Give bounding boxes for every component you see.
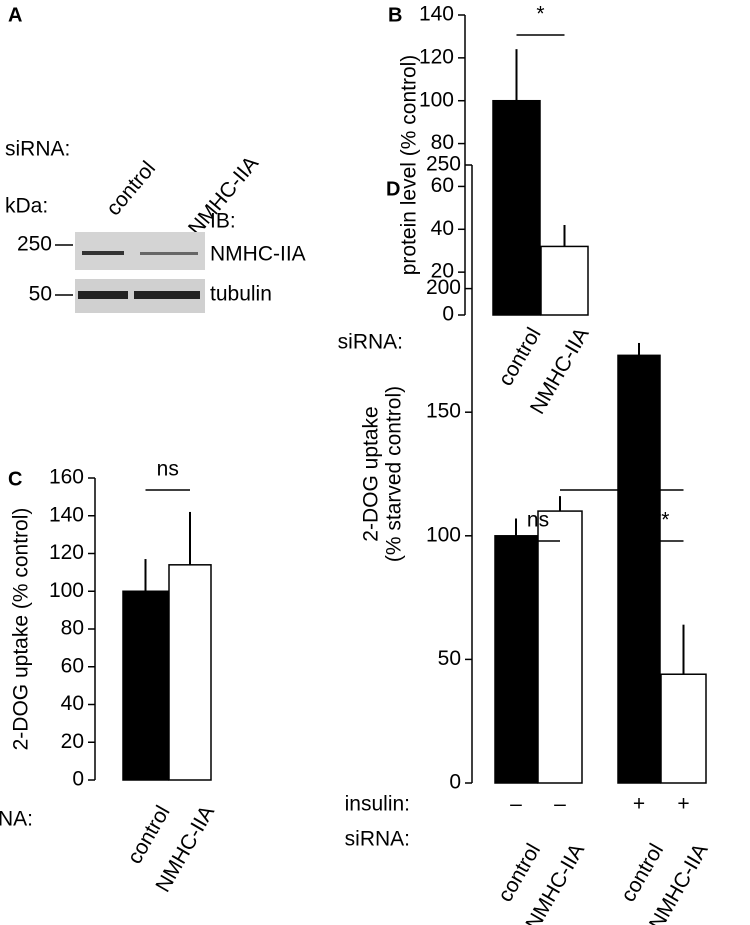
row-label: siRNA: [345,828,410,851]
y-tick-label: 60 [431,174,454,197]
kda-marker: 250 [17,233,52,256]
y-tick-label: 160 [49,466,84,489]
band-name: NMHC-IIA [210,243,306,266]
bar [168,564,212,781]
row-value: + [633,793,645,816]
y-tick-label: 200 [426,276,461,299]
significance-label: * [618,458,626,481]
row-value: – [554,793,566,816]
band [140,252,198,255]
y-tick-label: 40 [431,217,454,240]
y-tick-label: 50 [438,647,461,670]
kda-label: kDa: [5,195,48,218]
row-label: siRNA: [0,808,33,831]
bar [494,535,538,784]
band [134,291,200,299]
ib-label: IB: [210,210,236,233]
y-tick-label: 140 [49,503,84,526]
band [82,251,124,255]
bar [492,99,541,316]
row-value: + [677,793,689,816]
y-tick-label: 80 [431,131,454,154]
y-tick-label: 140 [419,3,454,26]
bar [617,354,661,784]
y-tick-label: 250 [426,153,461,176]
row-label: siRNA: [5,138,70,161]
y-tick-label: 150 [426,400,461,423]
y-tick-label: 60 [61,654,84,677]
significance-label: * [536,3,544,26]
row-label: insulin: [345,793,410,816]
bar [537,510,583,784]
bar [660,673,707,784]
y-tick-label: 120 [419,45,454,68]
row-label: siRNA: [338,331,403,354]
panel-label: B [388,4,402,26]
bar [540,245,589,316]
y-tick-label: 100 [49,579,84,602]
y-axis-label: (% starved control) [383,386,406,562]
y-tick-label: 80 [61,617,84,640]
y-axis-label: protein level (% control) [398,55,421,276]
y-tick-label: 0 [72,768,84,791]
y-tick-label: 120 [49,541,84,564]
band-name: tubulin [210,283,272,306]
bar [122,590,169,781]
y-tick-label: 0 [442,303,454,326]
y-tick-label: 20 [431,260,454,283]
y-tick-label: 40 [61,692,84,715]
category-label: control [494,324,545,390]
y-tick-label: 100 [419,88,454,111]
y-tick-label: 0 [449,771,461,794]
significance-label: ns [157,458,179,481]
y-axis-label: 2-DOG uptake [360,406,383,541]
y-tick-label: 20 [61,730,84,753]
panel-label: A [8,4,22,26]
panel-label: C [8,468,22,490]
lane-label: control [102,157,160,220]
significance-label: ns [527,509,549,532]
row-value: – [510,793,522,816]
panel-label: D [386,178,400,200]
y-tick-label: 100 [426,523,461,546]
significance-label: ** [653,509,669,532]
y-axis-label: 2-DOG uptake (% control) [10,508,33,751]
kda-marker: 50 [29,283,52,306]
band [78,291,128,299]
